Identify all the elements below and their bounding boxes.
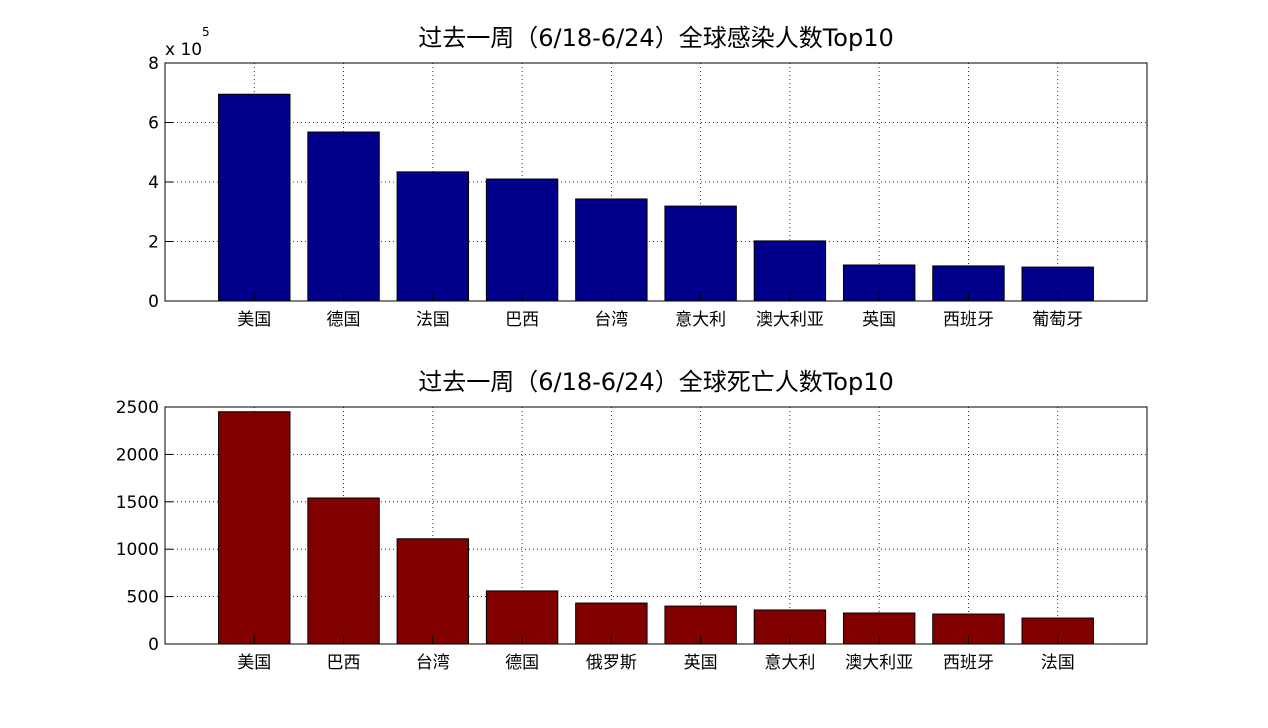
bar — [218, 411, 291, 645]
axes-box — [164, 62, 1148, 302]
y-tick-label: 8 — [148, 54, 159, 74]
x-tick-label: 意大利 — [764, 653, 815, 673]
x-tick-label: 巴西 — [327, 653, 361, 673]
x-tick-label: 澳大利亚 — [756, 310, 824, 330]
x-tick-label: 俄罗斯 — [586, 653, 637, 673]
bar — [575, 198, 648, 302]
x-tick-label: 德国 — [505, 653, 539, 673]
x-tick-label: 法国 — [416, 310, 450, 330]
y-tick-label: 4 — [148, 173, 159, 193]
chart-title: 过去一周（6/18-6/24）全球死亡人数Top10 — [418, 368, 894, 396]
y-tick-label: 2 — [148, 233, 159, 253]
y-multiplier: x 10 — [165, 40, 202, 60]
y-tick-label: 0 — [148, 292, 159, 312]
bar — [664, 205, 737, 302]
bar — [485, 590, 559, 645]
y-tick-label: 1500 — [116, 493, 159, 513]
y-tick-label: 2000 — [116, 445, 159, 465]
bar — [307, 497, 380, 645]
x-tick-label: 英国 — [862, 310, 896, 330]
chart-title: 过去一周（6/18-6/24）全球感染人数Top10 — [418, 24, 894, 52]
bar — [396, 538, 470, 645]
y-tick-label: 500 — [127, 588, 159, 608]
axes-box — [164, 406, 1148, 645]
x-tick-label: 台湾 — [594, 310, 628, 330]
x-tick-label: 巴西 — [505, 310, 539, 330]
bar — [396, 171, 470, 302]
bar — [218, 93, 291, 302]
x-tick-label: 法国 — [1041, 653, 1075, 673]
bar — [485, 178, 559, 302]
x-tick-label: 美国 — [237, 653, 271, 673]
bar — [753, 240, 827, 302]
y-tick-label: 2500 — [116, 398, 159, 418]
y-tick-label: 1000 — [116, 540, 159, 560]
bar — [307, 131, 380, 302]
x-tick-label: 西班牙 — [943, 653, 994, 673]
x-tick-label: 葡萄牙 — [1032, 310, 1083, 330]
y-multiplier-exponent: 5 — [202, 25, 210, 39]
x-tick-label: 英国 — [684, 653, 718, 673]
x-tick-label: 意大利 — [675, 310, 726, 330]
x-tick-label: 美国 — [237, 310, 271, 330]
y-tick-label: 6 — [148, 114, 159, 134]
y-tick-label: 0 — [148, 635, 159, 655]
x-tick-label: 台湾 — [416, 653, 450, 673]
x-tick-label: 德国 — [327, 310, 361, 330]
x-tick-label: 西班牙 — [943, 310, 994, 330]
x-tick-label: 澳大利亚 — [845, 653, 913, 673]
